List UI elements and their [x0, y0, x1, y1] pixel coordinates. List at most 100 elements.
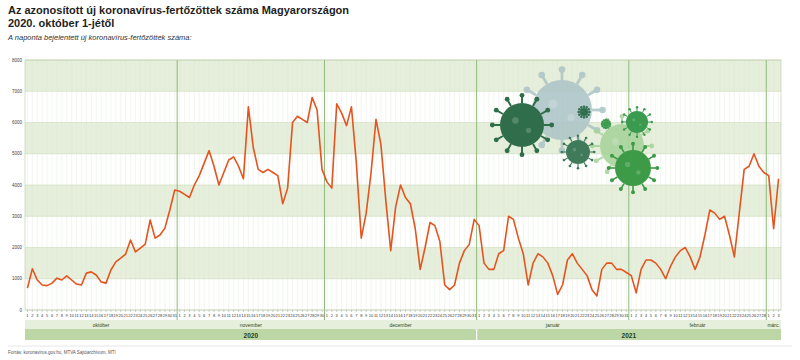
virus-dot [512, 117, 519, 124]
month-separator [766, 60, 767, 340]
x-tick-label: 2 [31, 313, 34, 318]
x-tick [533, 310, 534, 312]
x-tick-label: 8 [512, 313, 515, 318]
x-tick [361, 310, 362, 312]
virus-spike-head [520, 93, 525, 98]
x-tick [734, 310, 735, 312]
x-tick [567, 310, 568, 312]
grid-line [25, 216, 781, 217]
x-tick-label: 30 [320, 313, 325, 318]
x-tick [380, 310, 381, 312]
x-tick [282, 310, 283, 312]
x-tick [233, 310, 234, 312]
x-tick [272, 310, 273, 312]
x-tick-label: 1 [630, 313, 633, 318]
month-separator [324, 60, 325, 340]
x-tick [616, 310, 617, 312]
x-tick [680, 310, 681, 312]
x-tick [331, 310, 332, 312]
x-tick-label: 6 [203, 313, 206, 318]
x-tick-label: 5 [345, 313, 348, 318]
x-tick [140, 310, 141, 312]
virus-spike-head [610, 178, 614, 182]
virus-spike-head [649, 144, 654, 149]
virus-dot [604, 122, 606, 124]
grid-line [25, 91, 781, 92]
virus-spike-head [577, 111, 579, 113]
x-tick-label: 1 [179, 313, 182, 318]
x-tick [248, 310, 249, 312]
x-tick [385, 310, 386, 312]
x-tick-label: 4 [493, 313, 496, 318]
x-tick [547, 310, 548, 312]
virus-spike-head [643, 108, 645, 110]
virus-body [603, 121, 609, 127]
x-tick [430, 310, 431, 312]
x-tick [150, 310, 151, 312]
virus-spike-head [643, 134, 645, 136]
x-tick [587, 310, 588, 312]
x-tick-label: 7 [208, 313, 211, 318]
virus-spike-head [569, 165, 572, 168]
x-tick [268, 310, 269, 312]
x-tick [744, 310, 745, 312]
x-tick [356, 310, 357, 312]
x-tick [690, 310, 691, 312]
x-tick [650, 310, 651, 312]
virus-spike-head [560, 151, 563, 154]
virus [607, 142, 660, 195]
x-tick [523, 310, 524, 312]
month-label: január [545, 322, 560, 328]
x-tick [459, 310, 460, 312]
x-tick-label: 1 [768, 313, 771, 318]
x-tick-label: 5 [498, 313, 501, 318]
x-tick [611, 310, 612, 312]
virus-spike-head [578, 108, 580, 110]
x-tick [542, 310, 543, 312]
x-tick [469, 310, 470, 312]
x-tick [444, 310, 445, 312]
x-tick [636, 310, 637, 312]
x-tick [238, 310, 239, 312]
x-tick [317, 310, 318, 312]
x-tick-label: 6 [503, 313, 506, 318]
grid-band [25, 279, 781, 310]
x-tick [307, 310, 308, 312]
x-tick [778, 310, 779, 312]
x-tick [754, 310, 755, 312]
virus-dot [582, 111, 583, 112]
virus-spike-head [623, 113, 625, 115]
x-tick [110, 310, 111, 312]
virus-spike-head [545, 137, 550, 142]
grid [25, 60, 781, 310]
x-tick [52, 310, 53, 312]
x-tick-label: 28 [762, 313, 767, 318]
x-tick [174, 310, 175, 312]
x-tick [626, 310, 627, 312]
x-tick [91, 310, 92, 312]
x-tick [214, 310, 215, 312]
y-tick-label: 1000 [12, 276, 23, 281]
virus-dot [549, 100, 558, 109]
x-tick [641, 310, 642, 312]
x-tick [263, 310, 264, 312]
virus-spike-head [569, 137, 572, 140]
x-tick [601, 310, 602, 312]
x-tick [164, 310, 165, 312]
grid-line [25, 153, 781, 154]
virus-spike-head [655, 166, 659, 170]
virus-body [566, 140, 590, 164]
x-tick-label: 2 [183, 313, 186, 318]
virus [490, 93, 554, 157]
x-tick-label: 3 [488, 313, 491, 318]
x-tick-label: 1 [478, 313, 481, 318]
x-tick [160, 310, 161, 312]
virus-illustration [490, 66, 659, 194]
virus-body [626, 111, 648, 133]
virus-spike-head [559, 147, 566, 154]
x-tick [292, 310, 293, 312]
x-tick [395, 310, 396, 312]
y-label: A naponta bejelentett új koronavírus-fer… [7, 33, 192, 42]
x-tick [758, 310, 759, 312]
x-tick-label: 3 [188, 313, 191, 318]
